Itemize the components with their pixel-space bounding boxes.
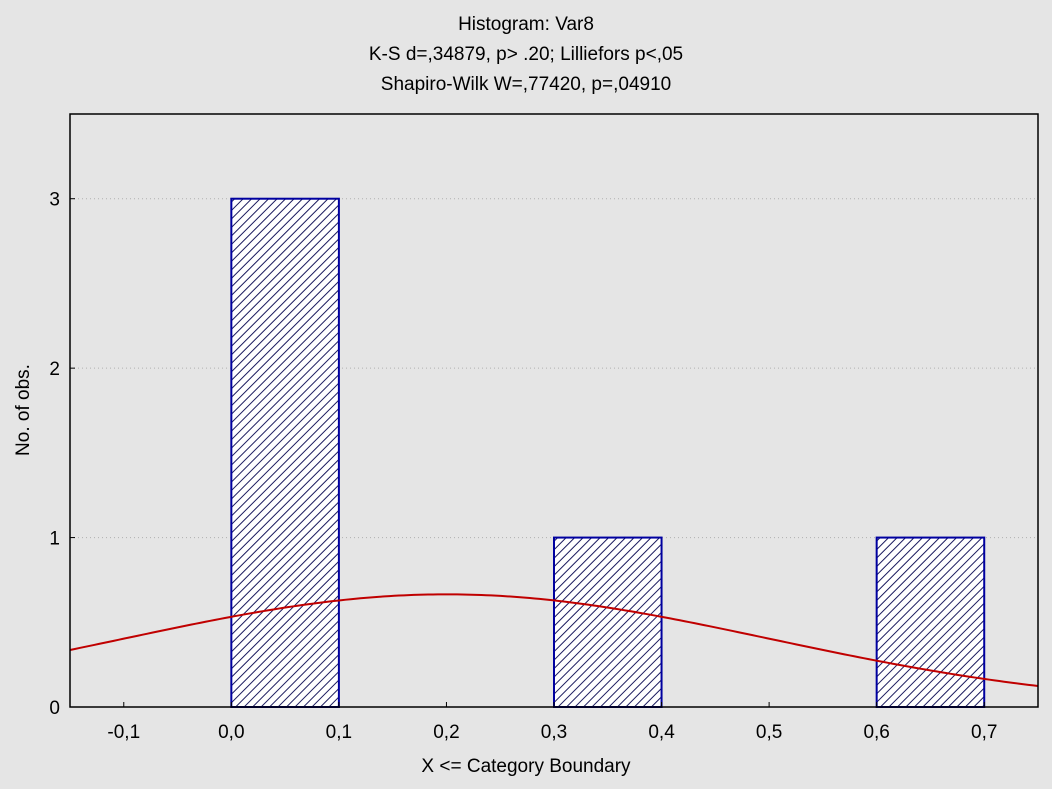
x-tick-label: -0,1: [107, 722, 140, 743]
normal-curve: [69, 593, 1039, 688]
histogram-bar: [553, 536, 663, 708]
y-tick-label: 3: [49, 190, 60, 211]
chart-subtitle-1: K-S d=,34879, p> .20; Lilliefors p<,05: [368, 44, 684, 65]
x-axis-label: X <= Category Boundary: [421, 756, 631, 777]
x-tick-label: 0,0: [218, 722, 244, 743]
x-tick-label: 0,7: [971, 722, 997, 743]
chart-title: Histogram: Var8: [458, 14, 594, 35]
chart-subtitle-2: Shapiro-Wilk W=,77420, p=,04910: [380, 74, 672, 95]
y-tick-label: 2: [49, 359, 60, 380]
histogram-bar: [230, 197, 340, 708]
y-axis-label: No. of obs.: [13, 364, 34, 456]
y-tick-label: 0: [49, 698, 60, 719]
y-tick-label: 1: [49, 529, 60, 550]
histogram-bar: [875, 536, 986, 708]
x-tick-label: 0,6: [863, 722, 889, 743]
x-tick-label: 0,2: [433, 722, 459, 743]
x-tick-label: 0,5: [756, 722, 782, 743]
x-tick-label: 0,4: [648, 722, 675, 743]
x-tick-label: 0,3: [541, 722, 567, 743]
x-tick-label: 0,1: [326, 722, 352, 743]
